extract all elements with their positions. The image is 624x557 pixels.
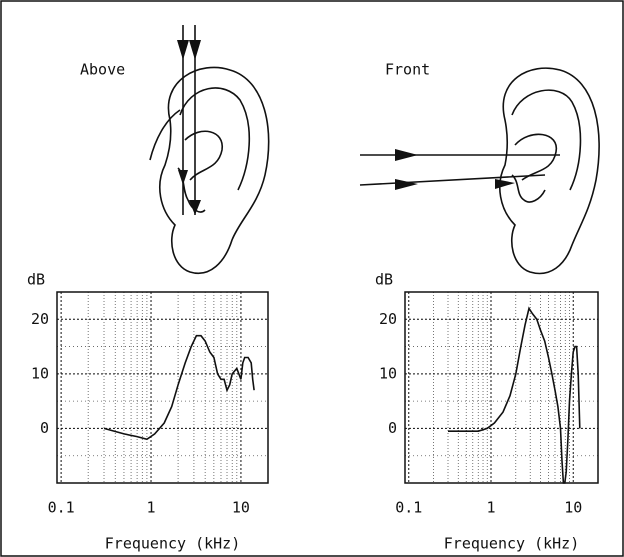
y-axis-label: dB: [375, 271, 393, 289]
y-tick-label: 10: [379, 364, 397, 382]
panel-title: Above: [80, 61, 125, 79]
x-tick-label: 0.1: [395, 499, 422, 517]
ear-front: [359, 67, 600, 275]
x-tick-label: 10: [232, 499, 250, 517]
x-tick-label: 1: [486, 499, 495, 517]
plot-frame: [404, 291, 599, 484]
y-tick-label: 0: [40, 419, 49, 437]
data-line: [103, 334, 255, 441]
panel-title: Front: [385, 61, 430, 79]
x-tick-label: 0.1: [48, 499, 75, 517]
ear-above: [149, 25, 270, 275]
data-line: [448, 306, 581, 484]
x-axis-label: Frequency (kHz): [444, 535, 579, 553]
y-tick-label: 10: [31, 364, 49, 382]
y-tick-label: 20: [379, 310, 397, 328]
y-tick-label: 20: [31, 310, 49, 328]
plot-frame: [56, 291, 269, 484]
x-axis-label: Frequency (kHz): [105, 535, 240, 553]
y-axis-label: dB: [27, 271, 45, 289]
x-tick-label: 10: [564, 499, 582, 517]
x-tick-label: 1: [147, 499, 156, 517]
y-tick-label: 0: [388, 419, 397, 437]
